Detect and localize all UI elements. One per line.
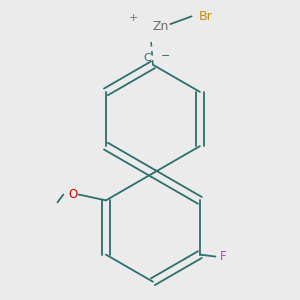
Text: F: F <box>220 250 226 263</box>
Text: −: − <box>161 51 170 61</box>
Text: Br: Br <box>198 10 212 23</box>
Text: Zn: Zn <box>152 20 169 32</box>
Text: +: + <box>129 13 138 23</box>
Text: C: C <box>143 53 151 63</box>
Text: O: O <box>68 188 78 201</box>
